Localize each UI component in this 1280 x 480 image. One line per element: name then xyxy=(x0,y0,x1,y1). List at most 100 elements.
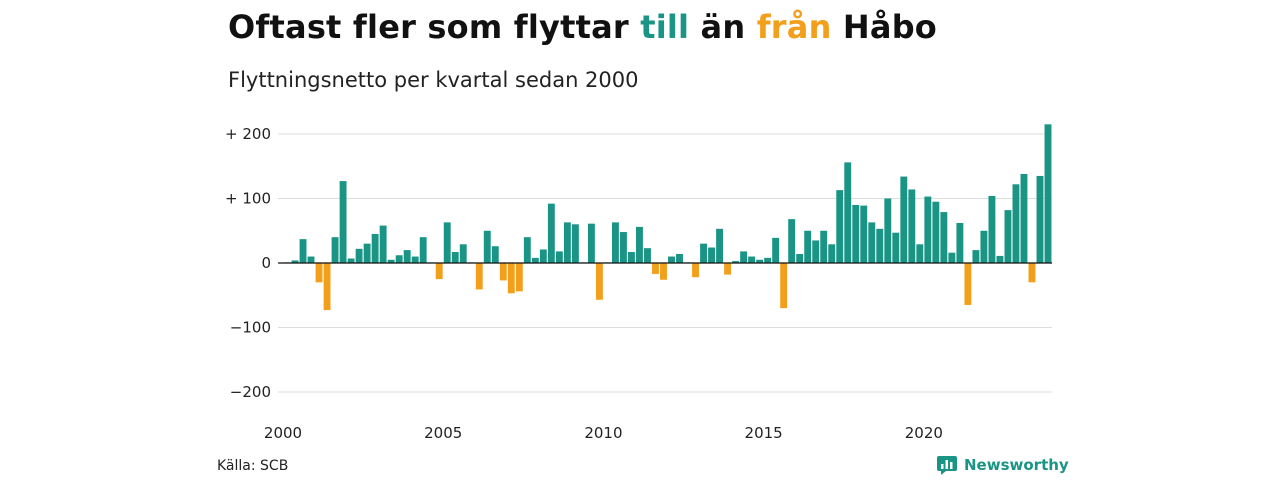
bar xyxy=(1028,263,1036,283)
bar xyxy=(483,230,491,263)
bar xyxy=(828,244,836,263)
bar xyxy=(387,259,395,263)
bar xyxy=(812,240,820,263)
bar xyxy=(419,237,427,263)
bar xyxy=(964,263,972,305)
bar xyxy=(515,263,523,292)
bar xyxy=(740,251,748,263)
bar xyxy=(555,251,563,263)
bar xyxy=(307,256,315,263)
chart-title: Oftast fler som flyttar till än från Håb… xyxy=(228,8,937,46)
bar xyxy=(499,263,507,281)
bar xyxy=(363,243,371,263)
newsworthy-logo-text: Newsworthy xyxy=(964,456,1069,474)
bar xyxy=(996,255,1004,263)
bar xyxy=(700,243,707,263)
title-part-1: Oftast fler som flyttar xyxy=(228,8,641,46)
title-part-2: än xyxy=(689,8,757,46)
bar xyxy=(571,224,579,263)
bar xyxy=(331,237,339,263)
source-note: Källa: SCB xyxy=(217,458,289,474)
bar xyxy=(852,204,860,263)
bar xyxy=(507,263,515,294)
newsworthy-logo-icon xyxy=(937,456,957,475)
bar xyxy=(1036,175,1044,263)
title-word-in: till xyxy=(640,8,690,46)
bar xyxy=(291,260,299,263)
x-tick-label: 2005 xyxy=(424,424,462,442)
bar xyxy=(924,196,932,263)
bar xyxy=(940,212,948,263)
bar xyxy=(547,203,555,263)
x-tick-label: 2000 xyxy=(264,424,302,442)
bar xyxy=(1004,210,1012,263)
bar xyxy=(531,257,539,263)
bar xyxy=(451,252,459,263)
bar xyxy=(844,162,852,263)
bar xyxy=(932,201,940,263)
chart-subtitle: Flyttningsnetto per kvartal sedan 2000 xyxy=(228,68,639,92)
bar xyxy=(611,222,619,263)
bar xyxy=(644,248,651,263)
bar xyxy=(708,247,715,263)
bar xyxy=(539,249,547,263)
bar xyxy=(908,189,916,263)
bar xyxy=(1012,184,1020,263)
bar xyxy=(660,263,667,280)
bar xyxy=(339,181,347,263)
bar xyxy=(916,244,924,263)
bar xyxy=(892,232,900,263)
bar xyxy=(379,225,387,263)
x-tick-label: 2015 xyxy=(745,424,783,442)
y-tick-label: 0 xyxy=(261,254,271,272)
bar xyxy=(980,230,988,263)
bar xyxy=(475,263,483,290)
bar xyxy=(988,195,996,263)
bar xyxy=(1044,124,1052,263)
bar xyxy=(956,223,964,263)
bar xyxy=(435,263,443,280)
bar xyxy=(860,205,868,263)
bar xyxy=(884,198,892,263)
bar xyxy=(796,253,804,263)
bar xyxy=(459,244,467,263)
bar xyxy=(563,222,571,263)
bar xyxy=(804,230,812,263)
bar xyxy=(676,253,683,263)
bar xyxy=(628,252,635,263)
x-tick-label: 2020 xyxy=(905,424,943,442)
bar xyxy=(491,246,499,263)
bar xyxy=(395,255,403,263)
bar xyxy=(587,223,595,263)
bar xyxy=(371,233,379,263)
bar xyxy=(443,222,451,263)
y-tick-label: −100 xyxy=(230,319,271,337)
newsworthy-logo: Newsworthy xyxy=(936,455,1069,475)
bar xyxy=(692,263,699,278)
bar xyxy=(868,222,876,263)
bar xyxy=(620,232,627,263)
bar xyxy=(732,261,740,263)
bar xyxy=(820,230,828,263)
bar xyxy=(403,250,411,263)
bar xyxy=(836,190,844,263)
bar xyxy=(788,219,796,263)
bar xyxy=(595,263,603,300)
bar xyxy=(411,256,419,263)
x-tick-label: 2010 xyxy=(584,424,622,442)
bar xyxy=(347,258,355,263)
bar xyxy=(668,256,675,263)
bar xyxy=(780,263,788,309)
bar xyxy=(323,263,331,311)
bar xyxy=(636,226,643,263)
bar xyxy=(876,228,884,263)
bar xyxy=(523,237,531,263)
bar xyxy=(772,237,780,263)
y-tick-label: −200 xyxy=(230,383,271,401)
bar xyxy=(748,256,756,263)
bar xyxy=(299,239,307,263)
bar xyxy=(900,176,908,263)
bar xyxy=(724,263,732,275)
bar xyxy=(972,250,980,263)
y-tick-label: + 200 xyxy=(225,125,271,143)
